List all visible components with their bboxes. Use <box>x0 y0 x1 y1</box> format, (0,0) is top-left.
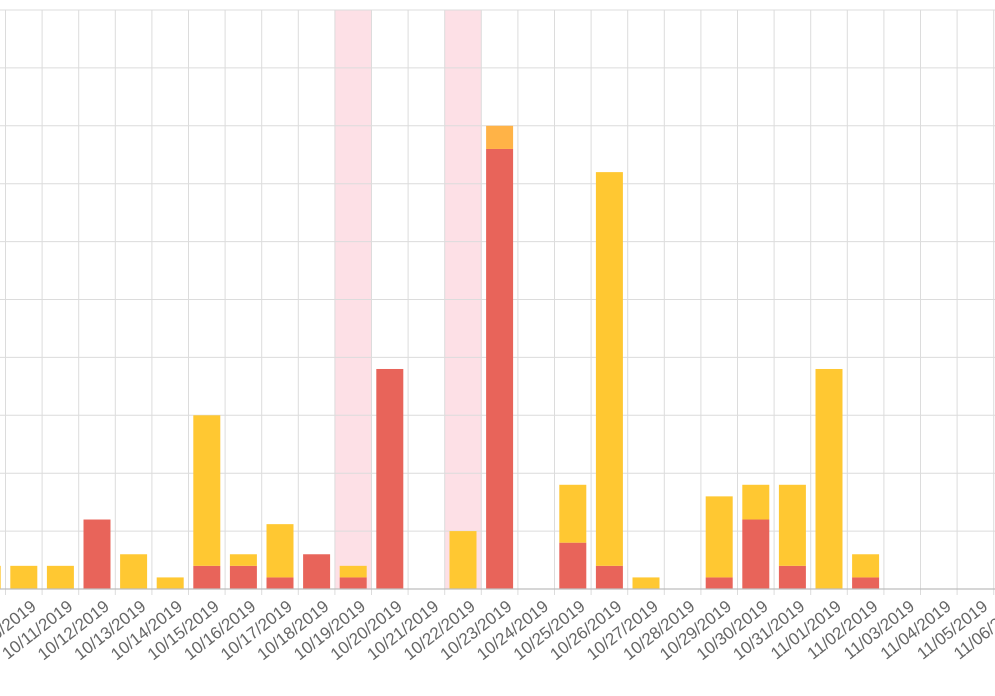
bar-segment <box>595 565 623 589</box>
bar-segment <box>449 531 477 589</box>
bar-segment <box>120 554 148 589</box>
bar-segment <box>83 519 111 589</box>
bar-segment <box>778 565 806 589</box>
bar-segment <box>486 148 514 589</box>
bar-segment <box>705 577 733 589</box>
bar-segment <box>193 565 221 589</box>
bar-segment <box>559 484 587 543</box>
bar-segment <box>742 519 770 589</box>
bar-segment <box>742 484 770 520</box>
bar-segment <box>778 484 806 566</box>
bar-segment <box>266 577 294 589</box>
bar-segment <box>486 125 514 149</box>
bar-segment <box>852 577 880 589</box>
bar-segment <box>815 368 843 589</box>
x-tick-labels: 10/09/201910/10/201910/11/201910/12/2019… <box>0 597 995 664</box>
bar-segment <box>266 524 294 578</box>
bar-segment <box>559 542 587 589</box>
bar-segment <box>339 577 367 589</box>
bars <box>0 125 880 589</box>
bar-segment <box>339 565 367 578</box>
bar-segment <box>303 554 331 589</box>
bar-segment <box>193 415 221 566</box>
bar-segment <box>852 554 880 578</box>
bar-segment <box>229 565 257 589</box>
bar-segment <box>10 565 38 589</box>
bar-segment <box>229 554 257 566</box>
bar-segment <box>156 577 184 589</box>
bar-segment <box>595 172 623 566</box>
bar-segment <box>705 496 733 578</box>
bar-segment <box>376 368 404 589</box>
bar-segment <box>632 577 660 589</box>
bar-segment <box>46 565 74 589</box>
bar-segment <box>0 565 1 589</box>
